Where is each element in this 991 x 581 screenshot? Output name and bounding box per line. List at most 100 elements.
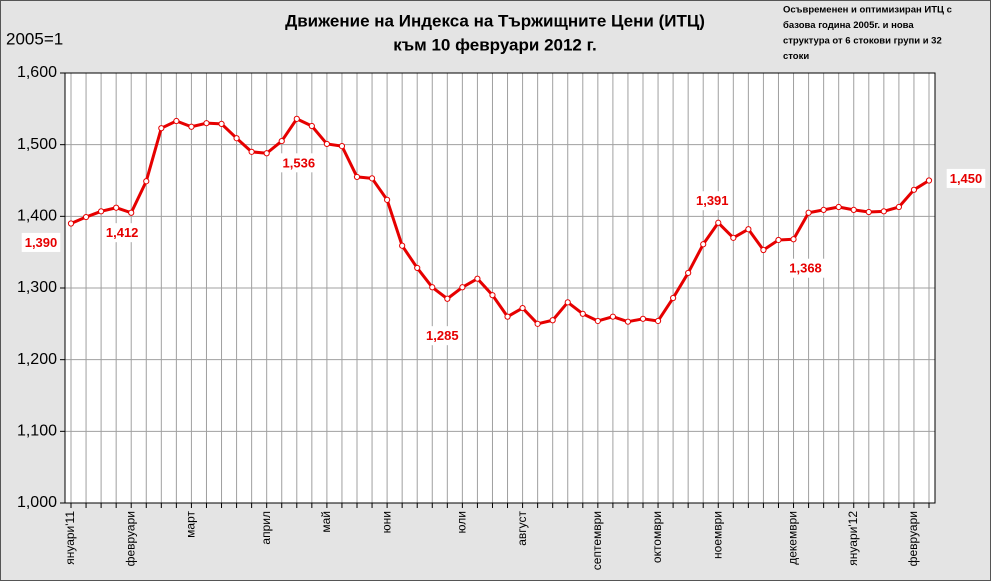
- chart-subtitle: към 10 февруари 2012 г.: [393, 35, 596, 54]
- y-tick-label: 1,200: [17, 351, 57, 368]
- point: [489, 292, 496, 299]
- point: [835, 203, 842, 211]
- point: [293, 115, 300, 122]
- note-line: стоки: [783, 51, 809, 62]
- point: [414, 264, 421, 272]
- data-label: 1,390: [25, 235, 58, 250]
- point: [113, 204, 120, 211]
- series-line: [70, 117, 930, 326]
- point: [67, 220, 75, 227]
- x-tick-label: март: [184, 511, 198, 538]
- point: [730, 234, 737, 241]
- point: [760, 246, 767, 254]
- point: [534, 320, 541, 327]
- point: [700, 241, 707, 248]
- point: [624, 318, 632, 325]
- point: [188, 123, 195, 130]
- point: [670, 294, 677, 302]
- point: [323, 140, 330, 148]
- x-tick-label: декември: [786, 511, 800, 565]
- point: [579, 310, 586, 317]
- note: Осъвременен и оптимизиран ИТЦ с базова го…: [783, 5, 952, 63]
- data-label: 1,412: [106, 225, 139, 240]
- y-tick-label: 1,300: [17, 279, 57, 296]
- point: [98, 208, 105, 215]
- point: [429, 284, 436, 291]
- data-label: 1,285: [426, 328, 459, 343]
- data-label-bg: [946, 168, 986, 188]
- point: [353, 173, 361, 181]
- point: [399, 242, 406, 249]
- data-label: 1,391: [696, 193, 729, 208]
- point: [308, 122, 315, 130]
- plot-border: [64, 72, 936, 504]
- point: [654, 317, 662, 325]
- point: [384, 196, 391, 203]
- point: [564, 299, 571, 306]
- point: [820, 206, 827, 213]
- chart-title: Движение на Индекса на Тържищните Цени (…: [285, 11, 705, 30]
- x-tick-label: август: [515, 511, 529, 546]
- y-axis-label: 2005=1: [6, 29, 63, 48]
- point: [685, 269, 692, 277]
- point: [715, 219, 722, 226]
- point: [248, 148, 255, 155]
- point: [218, 120, 225, 127]
- x-tick-label: октомври: [650, 511, 664, 563]
- point: [444, 295, 451, 302]
- y-tick-label: 1,600: [17, 64, 57, 81]
- note-line: структура от 6 стокови групи и 32: [783, 36, 942, 47]
- point: [278, 137, 285, 145]
- data-label: 1,450: [950, 171, 983, 186]
- x-tick-label: ноември: [710, 511, 724, 559]
- point: [459, 284, 466, 291]
- point: [474, 275, 481, 282]
- point: [233, 135, 240, 142]
- point: [910, 186, 918, 193]
- point: [158, 125, 165, 132]
- point: [338, 143, 346, 150]
- data-label-bg: [279, 153, 319, 173]
- x-tick-label: юни: [379, 511, 393, 533]
- y-tick-label: 1,000: [17, 494, 57, 511]
- x-tick-label: юли: [455, 511, 469, 533]
- note-line: Осъвременен и оптимизиран ИТЦ с: [783, 5, 952, 16]
- point: [128, 209, 135, 216]
- data-label-bg: [21, 232, 61, 252]
- data-label: 1,536: [283, 155, 316, 170]
- point: [203, 120, 210, 127]
- point: [82, 213, 90, 221]
- data-label: 1,368: [789, 261, 822, 276]
- point: [609, 313, 616, 320]
- point: [790, 236, 797, 243]
- point: [549, 317, 556, 324]
- point: [865, 208, 872, 216]
- point: [850, 206, 857, 213]
- point: [594, 317, 601, 325]
- data-label-bg: [102, 223, 142, 243]
- point: [368, 175, 376, 182]
- point: [263, 150, 270, 157]
- x-tick-label: януари'12: [846, 511, 860, 566]
- point: [143, 178, 150, 185]
- x-tick-label: февруари: [123, 511, 137, 566]
- point: [745, 226, 752, 233]
- point: [173, 117, 180, 125]
- y-tick-label: 1,100: [17, 423, 57, 440]
- point: [805, 209, 812, 216]
- point: [504, 313, 511, 320]
- point: [880, 208, 887, 215]
- x-tick-label: февруари: [906, 511, 920, 566]
- point: [519, 304, 526, 312]
- point: [775, 236, 782, 244]
- data-label-bg: [786, 258, 825, 278]
- note-line: базова година 2005г. и нова: [783, 20, 914, 31]
- x-tick-label: април: [259, 511, 273, 545]
- x-tick-label: септември: [590, 511, 604, 570]
- point: [895, 203, 902, 211]
- data-label-bg: [692, 191, 732, 211]
- point: [925, 177, 933, 184]
- point: [639, 315, 647, 322]
- y-tick-label: 1,400: [17, 208, 57, 225]
